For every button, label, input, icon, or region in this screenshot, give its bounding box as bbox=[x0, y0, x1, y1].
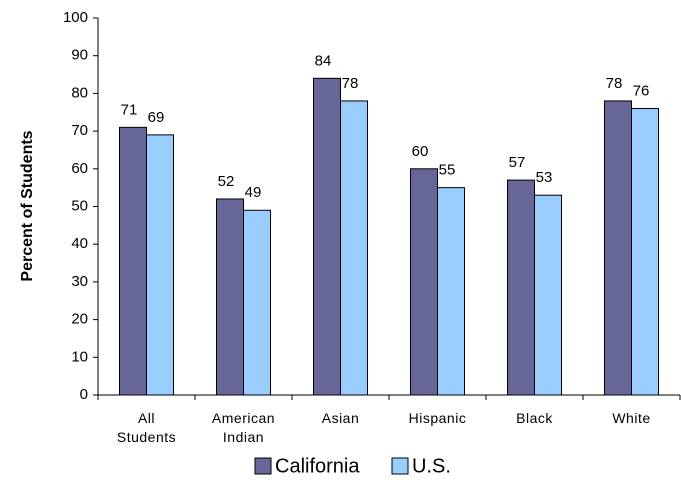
y-tick-label: 10 bbox=[71, 348, 88, 365]
legend-swatch bbox=[254, 457, 272, 475]
y-tick-label: 100 bbox=[63, 9, 88, 26]
data-label: 76 bbox=[633, 82, 650, 99]
y-tick-label: 20 bbox=[71, 311, 88, 328]
bar bbox=[146, 134, 174, 396]
x-tick-label: Hispanic bbox=[408, 410, 467, 426]
x-tick-label: Asian bbox=[321, 410, 360, 426]
bar bbox=[507, 179, 535, 396]
bar bbox=[437, 187, 465, 396]
data-label: 55 bbox=[439, 162, 456, 179]
data-label: 52 bbox=[218, 173, 235, 190]
data-label: 49 bbox=[245, 184, 262, 201]
y-tick-label: 30 bbox=[71, 273, 88, 290]
y-tick-label: 80 bbox=[71, 84, 88, 101]
y-tick-label: 90 bbox=[71, 47, 88, 64]
y-tick-label: 0 bbox=[80, 386, 88, 403]
y-tick-label: 70 bbox=[71, 122, 88, 139]
data-label: 78 bbox=[606, 75, 623, 92]
bar bbox=[313, 77, 341, 396]
bar bbox=[119, 126, 147, 396]
data-label: 84 bbox=[315, 52, 332, 69]
y-tick-label: 50 bbox=[71, 197, 88, 214]
data-label: 57 bbox=[509, 154, 526, 171]
y-tick-label: 60 bbox=[71, 160, 88, 177]
legend-swatch bbox=[391, 457, 409, 475]
data-label: 53 bbox=[536, 169, 553, 186]
bar bbox=[534, 194, 562, 396]
legend-label: U.S. bbox=[412, 455, 451, 477]
data-label: 78 bbox=[342, 75, 359, 92]
x-tick-label: All Students bbox=[116, 410, 177, 445]
data-label: 71 bbox=[121, 101, 138, 118]
data-label: 60 bbox=[412, 143, 429, 160]
x-tick-label: White bbox=[612, 410, 651, 426]
bar bbox=[604, 100, 632, 396]
y-axis-title: Percent of Students bbox=[19, 130, 36, 281]
x-tick-label: Black bbox=[516, 410, 553, 426]
data-label: 69 bbox=[148, 109, 165, 126]
y-tick-label: 40 bbox=[71, 235, 88, 252]
bar bbox=[631, 107, 659, 396]
bar bbox=[340, 100, 368, 396]
x-tick-label: American Indian bbox=[211, 410, 276, 445]
legend-label: California bbox=[275, 455, 360, 477]
bar bbox=[410, 168, 438, 396]
bar bbox=[243, 209, 271, 396]
bar bbox=[216, 198, 244, 396]
